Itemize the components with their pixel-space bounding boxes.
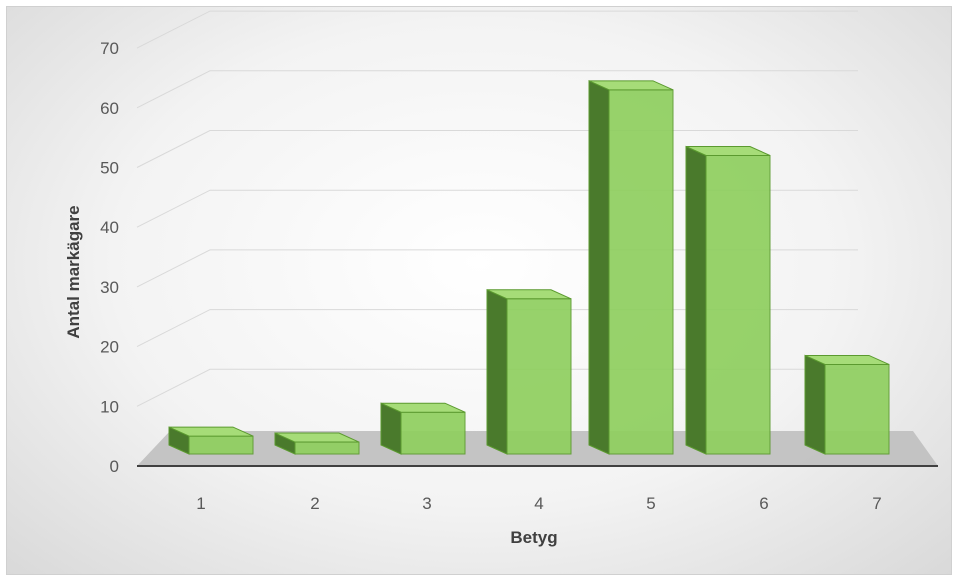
x-axis-ticks: 1 2 3 4 5 6 7 (196, 494, 881, 513)
bar-front (824, 363, 890, 455)
bar-6 (685, 145, 771, 455)
x-axis-title: Betyg (510, 528, 557, 547)
bar-top (380, 402, 466, 413)
y-tick-label: 60 (100, 99, 119, 118)
bar-chart-3d: 0 10 20 30 40 50 60 70 1 2 3 4 5 6 7 Betyg Antal mark… (64, 10, 938, 547)
bar-top (588, 80, 674, 91)
bar-side (588, 80, 610, 455)
bar-front (400, 411, 466, 455)
y-tick-label: 20 (100, 338, 119, 357)
bar-top (168, 426, 254, 437)
bar-side (486, 289, 508, 455)
bar-top (274, 432, 360, 443)
bar-front (608, 89, 674, 455)
y-tick-label: 10 (100, 397, 119, 416)
x-tick-label: 4 (534, 494, 543, 513)
bar-3 (380, 402, 466, 455)
x-tick-label: 1 (196, 494, 205, 513)
bar-7 (804, 354, 890, 455)
bar-front (294, 441, 360, 455)
y-tick-label: 50 (100, 159, 119, 178)
x-tick-label: 6 (759, 494, 768, 513)
y-tick-label: 30 (100, 278, 119, 297)
bar-top (486, 289, 572, 300)
gridlines (136, 10, 858, 407)
bar-side (685, 145, 707, 455)
bars (168, 80, 890, 455)
x-tick-label: 3 (422, 494, 431, 513)
y-tick-label: 0 (110, 457, 119, 476)
x-tick-label: 5 (646, 494, 655, 513)
y-axis-ticks: 0 10 20 30 40 50 60 70 (100, 39, 119, 476)
y-tick-label: 70 (100, 39, 119, 58)
bar-2 (274, 432, 360, 455)
y-axis-title: Antal markägare (64, 205, 83, 338)
bar-top (685, 146, 771, 156)
bar-4 (486, 289, 572, 455)
chart-area: 0 10 20 30 40 50 60 70 1 2 3 4 5 6 7 Betyg Antal mark… (6, 6, 952, 575)
bar-side (804, 354, 826, 455)
bar-1 (168, 426, 254, 455)
bar-front (188, 435, 254, 455)
bar-top (804, 354, 890, 365)
bar-front (506, 298, 572, 455)
bar-front (705, 155, 771, 455)
y-tick-label: 40 (100, 218, 119, 237)
gridline (136, 70, 858, 109)
bar-5 (588, 80, 674, 455)
x-tick-label: 2 (310, 494, 319, 513)
gridline (136, 10, 858, 49)
x-tick-label: 7 (872, 494, 881, 513)
